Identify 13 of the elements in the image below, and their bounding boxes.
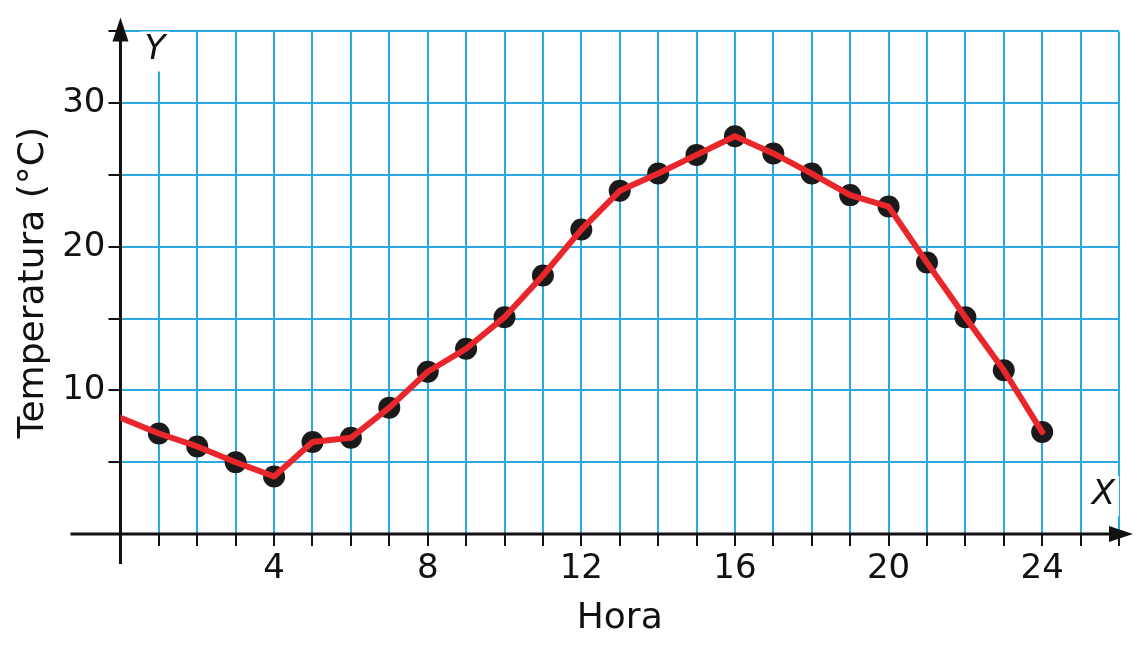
annotation: X (1089, 471, 1116, 512)
x-tick-label: 12 (559, 546, 603, 587)
y-tick-label: 30 (62, 80, 106, 121)
x-tick-label: 20 (866, 546, 911, 587)
annotation: Y (144, 27, 168, 68)
y-tick-label: 20 (62, 223, 106, 264)
y-tick-label: 10 (62, 367, 106, 408)
x-tick-label: 8 (416, 546, 439, 587)
x-tick-label: 4 (263, 546, 285, 587)
x-tick-label: 24 (1020, 546, 1064, 587)
x-axis-title: Hora (576, 594, 663, 636)
x-tick-label: 16 (713, 546, 757, 587)
y-axis-title: Temperatura (°C) (9, 126, 51, 440)
